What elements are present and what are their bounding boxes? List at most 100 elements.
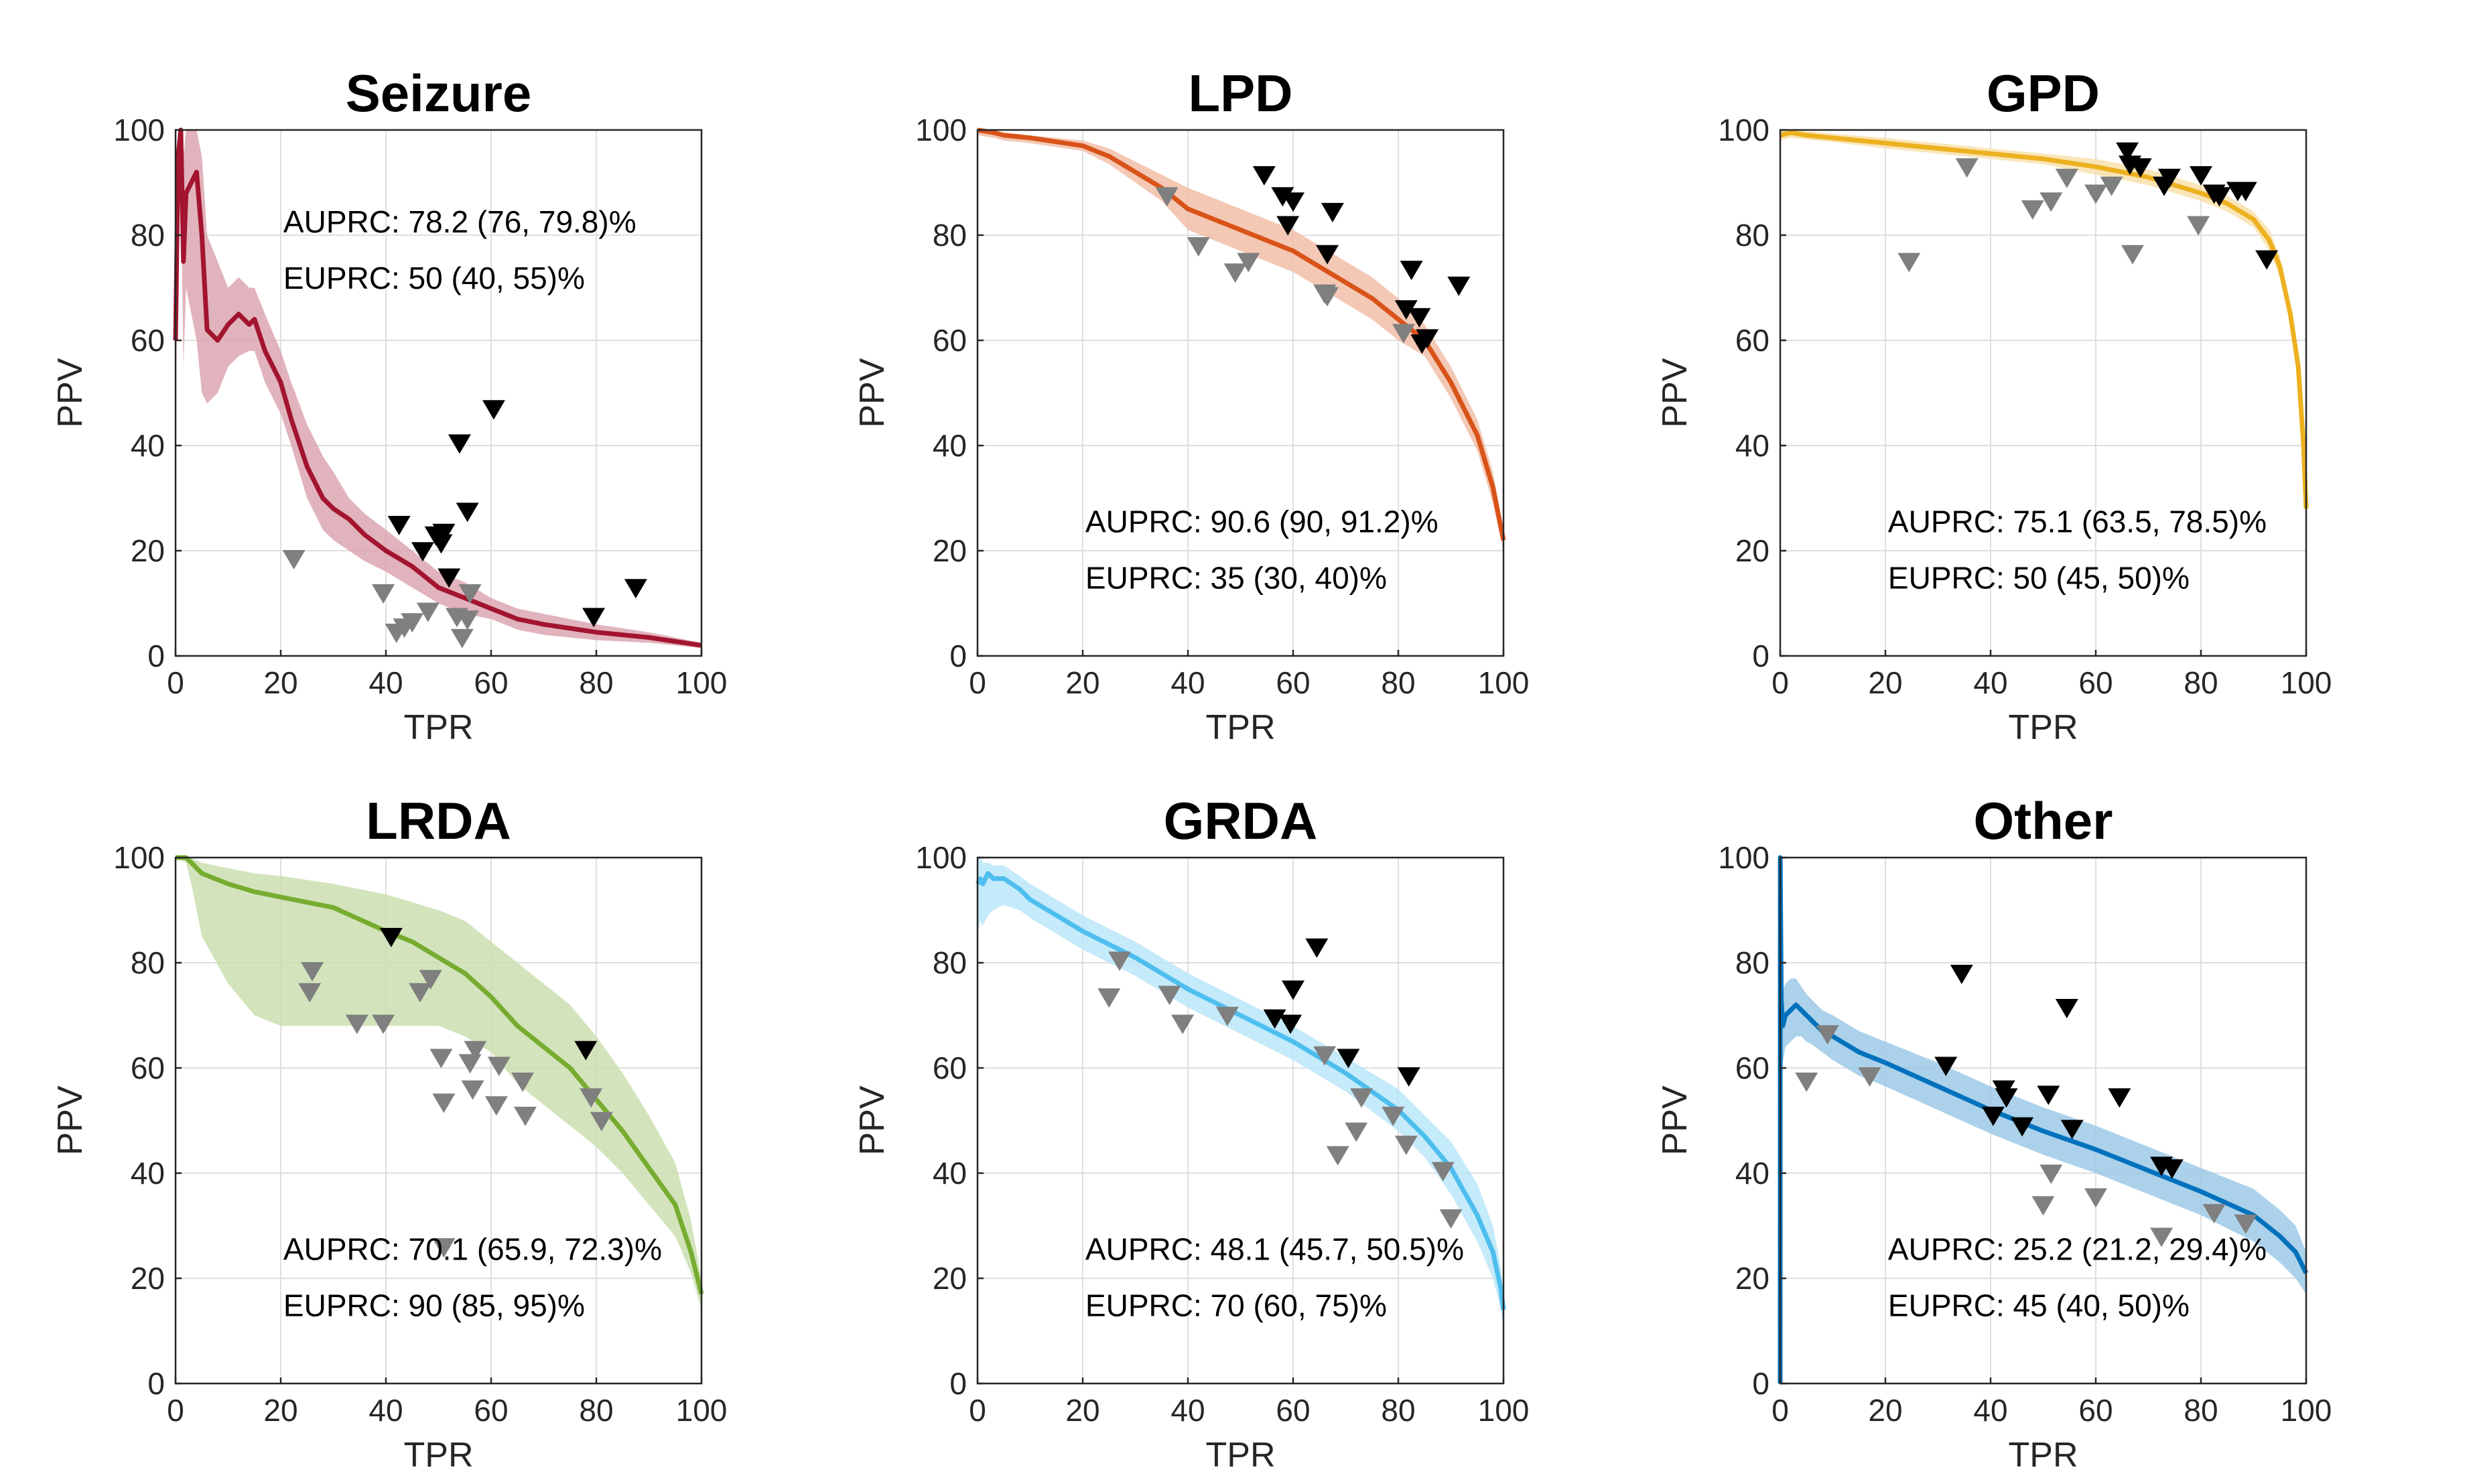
- black-triangle-marker: [1337, 1049, 1360, 1069]
- subplot-other: 0 20 40 60 80 100 0 20 40 60 80 100 TPR PPV Other AUPRC…: [1656, 791, 2332, 1475]
- subplot-title: LRDA: [366, 791, 511, 850]
- axes-frame: [976, 129, 1505, 657]
- gray-triangle-marker: [1187, 237, 1210, 257]
- gray-triangle-marker: [2187, 216, 2210, 236]
- black-triangle-marker: [456, 502, 479, 523]
- gray-triangle-marker: [2202, 1204, 2226, 1224]
- black-triangle-marker: [1410, 334, 1434, 354]
- black-triangle-marker: [1282, 980, 1304, 1000]
- gray-triangle-marker: [1158, 986, 1181, 1006]
- y-axis-label: PPV: [51, 358, 90, 427]
- confidence-band: [978, 130, 1503, 551]
- y-tick-label: 40: [1735, 1156, 1769, 1191]
- gray-triangle-marker: [1382, 1106, 1405, 1126]
- gray-triangle-marker: [1155, 187, 1179, 207]
- x-axis-label: TPR: [1206, 708, 1276, 747]
- y-tick-label: 20: [131, 1261, 165, 1296]
- y-tick-label: 100: [1718, 840, 1769, 875]
- gray-triangle-marker: [461, 1080, 484, 1100]
- gray-triangle-marker: [432, 1238, 456, 1258]
- gray-triangle-marker: [1858, 1067, 1881, 1087]
- gray-triangle-marker: [345, 1014, 369, 1034]
- subplot-grda: 0 20 40 60 80 100 0 20 40 60 80 100 TPR PPV GRDA AUPRC:…: [853, 791, 1529, 1475]
- subplot-title: GPD: [1987, 64, 2100, 123]
- subplot-title: Other: [1973, 791, 2113, 850]
- gray-triangle-marker: [372, 584, 395, 604]
- gray-triangle-marker: [1223, 263, 1247, 283]
- black-triangle-marker: [1394, 300, 1418, 320]
- black-triangle-marker: [2234, 182, 2257, 202]
- gray-triangle-marker: [1097, 988, 1121, 1008]
- black-triangle-marker: [2129, 158, 2152, 178]
- x-tick-label: 0: [969, 665, 986, 700]
- y-tick-label: 60: [1735, 323, 1769, 358]
- y-tick-label: 60: [131, 323, 165, 358]
- x-tick-label: 40: [369, 665, 403, 700]
- y-tick-label: 60: [933, 1051, 967, 1085]
- black-triangle-marker: [574, 1040, 598, 1061]
- x-tick-label: 80: [1381, 1393, 1415, 1428]
- black-triangle-marker: [1271, 187, 1294, 207]
- y-tick-label: 100: [915, 113, 967, 147]
- black-triangle-marker: [1321, 202, 1344, 222]
- gray-triangle-marker: [1316, 287, 1339, 307]
- x-tick-label: 60: [474, 665, 508, 700]
- gray-triangle-marker: [2021, 200, 2044, 220]
- gray-triangle-marker: [1326, 1146, 1349, 1166]
- gray-triangle-marker: [401, 613, 424, 633]
- gray-triangle-marker: [1431, 1162, 1455, 1182]
- x-axis-label: TPR: [2009, 1436, 2078, 1475]
- y-tick-label: 100: [113, 113, 165, 147]
- black-triangle-marker: [387, 516, 411, 535]
- black-triangle-marker: [2060, 1120, 2084, 1140]
- black-triangle-marker: [2255, 250, 2279, 270]
- y-tick-label: 0: [949, 638, 967, 673]
- y-tick-label: 60: [1735, 1051, 1769, 1085]
- black-triangle-marker: [1276, 216, 1300, 236]
- y-tick-label: 80: [131, 218, 165, 253]
- gray-triangle-marker: [1215, 1006, 1239, 1026]
- gray-triangle-marker: [409, 983, 432, 1003]
- x-tick-label: 40: [1170, 1393, 1205, 1428]
- euprc-annotation: EUPRC: 50 (40, 55)%: [283, 261, 585, 295]
- plot-area: [1780, 130, 2306, 656]
- black-triangle-marker: [1316, 245, 1339, 265]
- black-triangle-marker: [411, 542, 434, 562]
- x-tick-label: 80: [2184, 1393, 2218, 1428]
- gray-triangle-marker: [1237, 253, 1260, 273]
- y-tick-label: 60: [933, 323, 967, 358]
- gray-triangle-marker: [1171, 1014, 1195, 1034]
- confidence-band: [1780, 858, 2306, 1384]
- gray-triangle-marker: [1816, 1025, 1839, 1045]
- pr-curve-line: [173, 127, 702, 648]
- subplot-title: GRDA: [1164, 791, 1318, 850]
- euprc-annotation: EUPRC: 90 (85, 95)%: [283, 1288, 585, 1323]
- y-tick-label: 20: [933, 1261, 967, 1296]
- y-tick-label: 20: [131, 533, 165, 568]
- black-triangle-marker: [2208, 187, 2231, 207]
- gray-triangle-marker: [1313, 1046, 1337, 1066]
- black-triangle-marker: [2157, 168, 2181, 188]
- black-triangle-marker: [582, 608, 606, 628]
- subplot-lpd: 0 20 40 60 80 100 0 20 40 60 80 100 TPR PPV LPD AUPRC: …: [853, 64, 1529, 747]
- gray-triangle-marker: [1795, 1072, 1818, 1092]
- x-tick-label: 80: [2184, 665, 2218, 700]
- x-tick-label: 0: [1771, 1393, 1789, 1428]
- auprc-annotation: AUPRC: 70.1 (65.9, 72.3)%: [283, 1232, 662, 1267]
- pr-curve-line: [1780, 130, 2309, 509]
- x-tick-label: 40: [1170, 665, 1205, 700]
- black-triangle-marker: [2160, 1159, 2184, 1179]
- y-tick-label: 0: [147, 638, 165, 673]
- x-tick-label: 100: [1478, 665, 1530, 700]
- gray-triangle-marker: [301, 962, 324, 982]
- gray-triangle-marker: [282, 550, 306, 569]
- axes-frame: [174, 856, 703, 1385]
- x-tick-label: 80: [579, 1393, 613, 1428]
- x-tick-label: 100: [2281, 665, 2332, 700]
- gray-triangle-marker: [1439, 1209, 1463, 1229]
- plot-area: [176, 130, 701, 656]
- gray-triangle-marker: [2121, 245, 2144, 265]
- x-tick-label: 100: [676, 665, 728, 700]
- y-tick-label: 0: [147, 1366, 165, 1401]
- black-triangle-marker: [1995, 1088, 2018, 1108]
